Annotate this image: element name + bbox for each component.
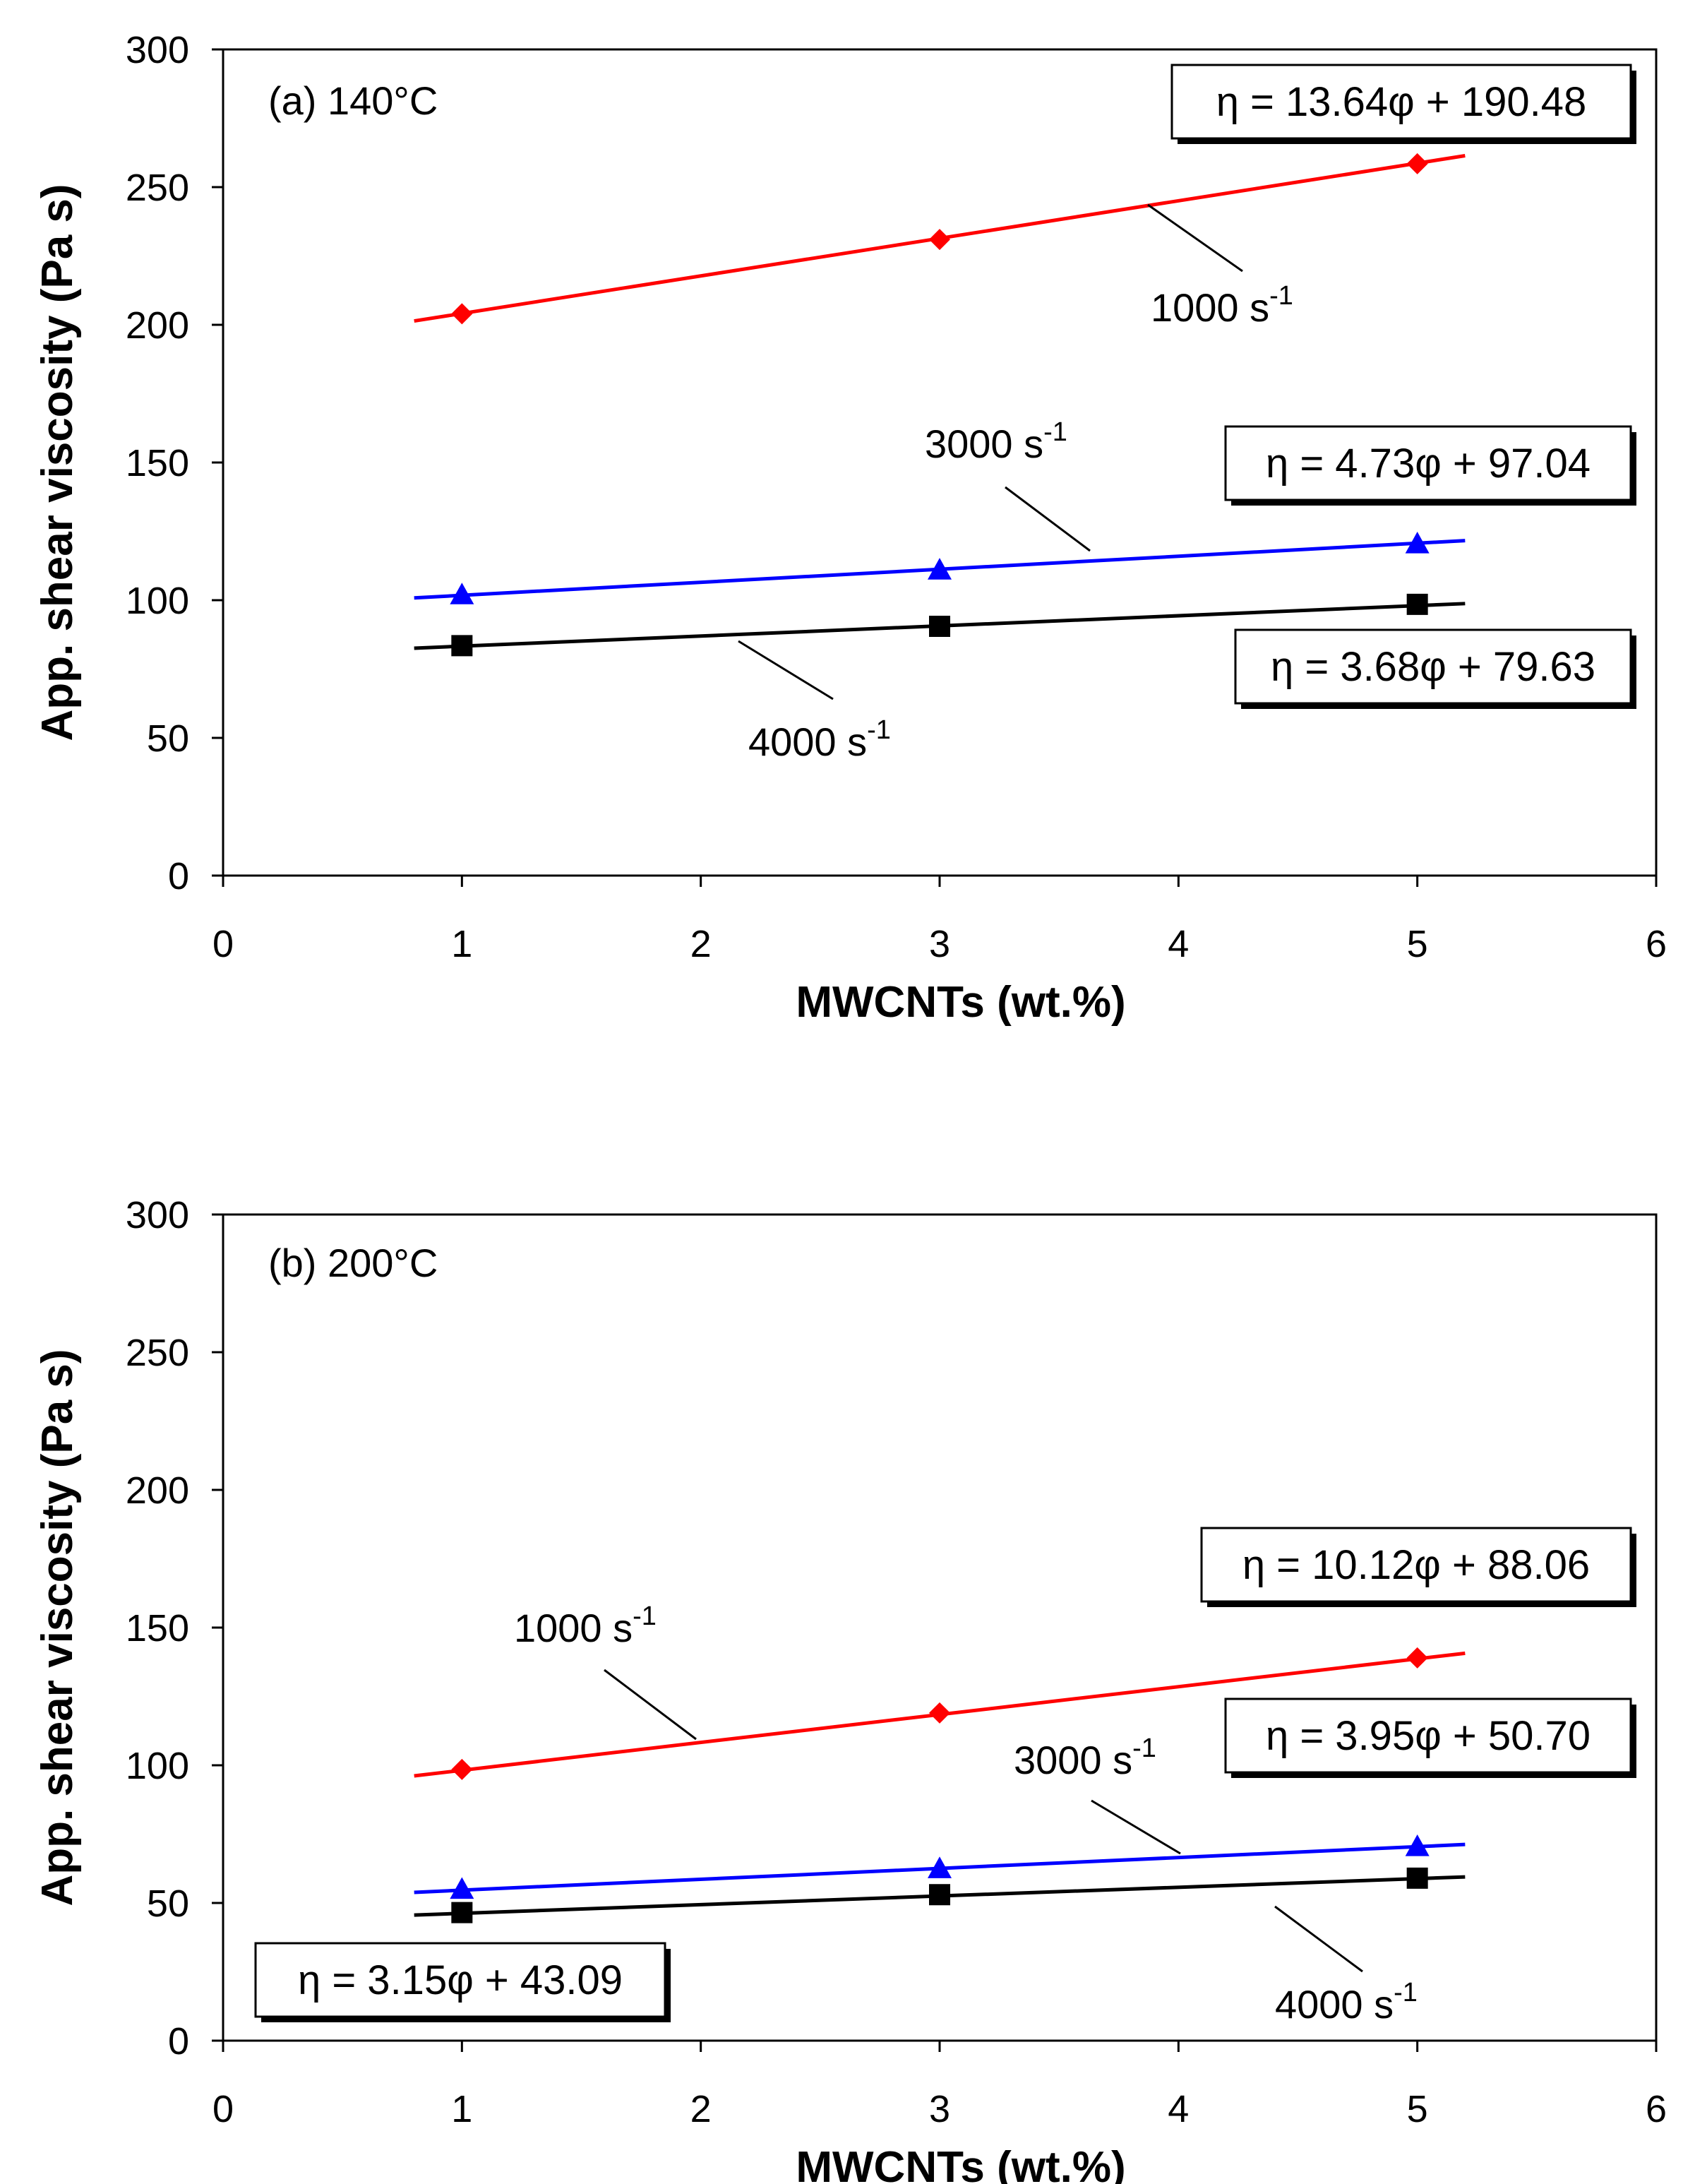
leader-line [738,640,834,700]
shear-rate-label: 4000 s-1 [1275,1978,1418,2027]
data-point-triangle [450,1877,474,1899]
data-point-diamond [1406,153,1428,174]
data-point-square [929,616,950,638]
x-axis-title: MWCNTs (wt.%) [796,978,1125,1027]
shear-rate-label: 4000 s-1 [748,715,891,764]
x-tick-label: 4 [1168,923,1189,965]
y-tick-label: 150 [126,442,189,484]
data-point-diamond [451,303,473,325]
data-point-triangle [928,558,952,580]
y-tick-label: 100 [126,1745,189,1787]
equation-box [1224,1697,1632,1774]
equation-label: η = 3.68φ + 79.63 [1271,644,1595,690]
equation-box [1224,425,1632,501]
panel-annotation: (b) 200°C [268,1241,438,1285]
equation-box [1234,628,1632,705]
data-point-triangle [928,1856,952,1878]
x-tick-label: 0 [212,2088,234,2130]
x-tick-label: 3 [929,923,950,965]
x-axis-title: MWCNTs (wt.%) [796,2143,1125,2184]
y-tick-label: 250 [126,1332,189,1374]
data-point-square [1406,593,1428,615]
data-point-square [451,1902,473,1923]
data-point-diamond [451,1758,473,1780]
data-point-square [929,1884,950,1906]
leader-line [604,1669,697,1741]
y-tick-label: 0 [168,855,189,897]
data-point-diamond [929,1702,950,1724]
x-tick-label: 1 [451,923,472,965]
equation-box [1200,1527,1632,1603]
data-point-diamond [1406,1647,1428,1669]
y-tick-label: 50 [147,1882,189,1925]
x-tick-label: 6 [1646,2088,1667,2130]
leader-line [1005,486,1091,552]
x-tick-label: 5 [1407,923,1428,965]
shear-rate-label: 3000 s-1 [1014,1734,1156,1782]
series-1000-s: η = 10.12φ + 88.06 1000 s-1 [414,1527,1636,1780]
leader-line [1147,203,1243,273]
x-tick-label: 2 [690,2088,712,2130]
leader-line [1274,1905,1363,1973]
series-1000-s: η = 13.64φ + 190.48 1000 s-1 [414,64,1636,330]
y-tick-label: 50 [147,717,189,760]
equation-label: η = 3.15φ + 43.09 [298,1957,623,2003]
x-tick-label: 3 [929,2088,950,2130]
data-point-triangle [1405,532,1430,554]
shear-rate-label: 1000 s-1 [514,1601,657,1650]
y-tick-label: 200 [126,1469,189,1512]
x-tick-label: 2 [690,923,712,965]
equation-label: η = 3.95φ + 50.70 [1266,1713,1591,1759]
series-4000-s: η = 3.68φ + 79.63 4000 s-1 [414,593,1636,764]
x-tick-label: 5 [1407,2088,1428,2130]
equation-label: η = 10.12φ + 88.06 [1242,1542,1590,1588]
y-tick-label: 250 [126,167,189,209]
equation-label: η = 4.73φ + 97.04 [1266,441,1591,487]
y-tick-label: 300 [126,29,189,71]
x-tick-label: 4 [1168,2088,1189,2130]
chart-panel-b: 0 50 100 150 200 250 300 0 1 2 3 4 5 6 MWCNTs (wt.%) Ap… [33,1194,1667,2184]
equation-box [254,1942,666,2018]
series-4000-s: η = 3.15φ + 43.09 4000 s-1 [254,1867,1466,2027]
equation-label: η = 13.64φ + 190.48 [1216,79,1587,125]
y-axis-title: App. shear viscosity (Pa s) [33,184,82,741]
data-point-diamond [929,229,950,251]
x-tick-label: 0 [212,923,234,965]
data-point-triangle [450,583,474,604]
series-3000-s: η = 4.73φ + 97.04 3000 s-1 [414,417,1636,604]
y-tick-label: 100 [126,580,189,622]
y-axis-title: App. shear viscosity (Pa s) [33,1349,82,1906]
panel-annotation: (a) 140°C [268,78,438,123]
series-3000-s: η = 3.95φ + 50.70 3000 s-1 [414,1697,1636,1899]
chart-panel-a: 0 50 100 150 200 250 300 0 1 2 3 4 5 6 MWCNTs (wt.%) Ap… [33,29,1667,1027]
leader-line [1091,1799,1181,1855]
shear-rate-label: 1000 s-1 [1151,281,1293,330]
plot-area [222,1213,1658,2042]
data-point-square [451,635,473,657]
x-tick-label: 1 [451,2088,472,2130]
equation-box [1170,64,1632,140]
y-tick-label: 300 [126,1194,189,1236]
y-tick-label: 150 [126,1607,189,1649]
data-point-triangle [1405,1834,1430,1856]
y-tick-label: 0 [168,2020,189,2063]
x-tick-label: 6 [1646,923,1667,965]
y-tick-label: 200 [126,304,189,347]
data-point-square [1406,1867,1428,1889]
shear-rate-label: 3000 s-1 [925,417,1067,466]
